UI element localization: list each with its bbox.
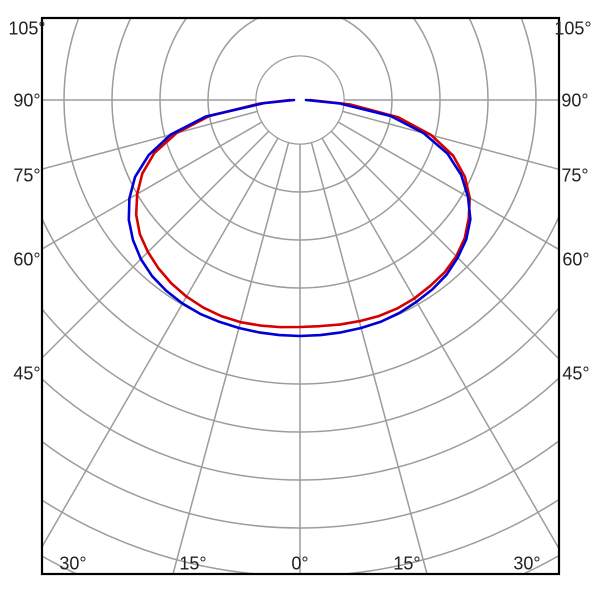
polar-chart-svg <box>0 0 600 600</box>
polar-chart: 105°90°75°60°45°30°15°0°105°90°75°60°45°… <box>0 0 600 600</box>
